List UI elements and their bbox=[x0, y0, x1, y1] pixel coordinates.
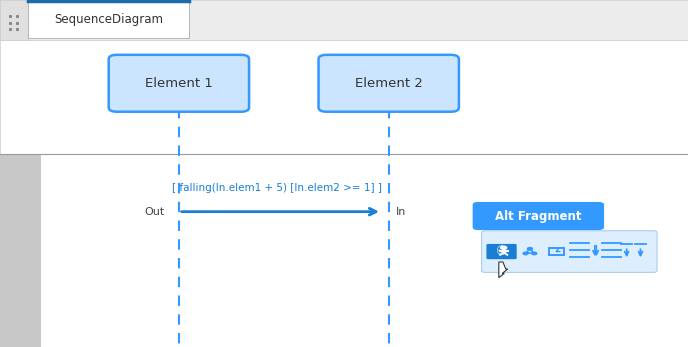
Text: Out: Out bbox=[145, 207, 165, 217]
Text: [ falling(In.elem1 + 5) [In.elem2 >= 1] ]: [ falling(In.elem1 + 5) [In.elem2 >= 1] … bbox=[172, 183, 382, 193]
FancyBboxPatch shape bbox=[0, 0, 688, 40]
Text: ⚇: ⚇ bbox=[496, 245, 507, 258]
Text: SequenceDiagram: SequenceDiagram bbox=[54, 12, 163, 26]
FancyBboxPatch shape bbox=[473, 202, 604, 230]
Circle shape bbox=[501, 246, 506, 249]
Text: Element 2: Element 2 bbox=[355, 77, 422, 90]
Circle shape bbox=[532, 252, 537, 255]
Polygon shape bbox=[499, 262, 508, 278]
Text: Element 1: Element 1 bbox=[145, 77, 213, 90]
Circle shape bbox=[528, 247, 533, 250]
FancyBboxPatch shape bbox=[482, 231, 657, 272]
FancyBboxPatch shape bbox=[28, 0, 189, 38]
Bar bbox=[0, 0, 28, 40]
Text: Alt Fragment: Alt Fragment bbox=[495, 210, 581, 222]
Bar bbox=[0, 154, 41, 347]
Circle shape bbox=[523, 252, 528, 255]
FancyBboxPatch shape bbox=[486, 244, 517, 259]
FancyBboxPatch shape bbox=[319, 55, 459, 112]
Bar bbox=[548, 248, 563, 255]
FancyBboxPatch shape bbox=[109, 55, 249, 112]
Bar bbox=[0, 40, 688, 347]
Text: In: In bbox=[396, 207, 406, 217]
